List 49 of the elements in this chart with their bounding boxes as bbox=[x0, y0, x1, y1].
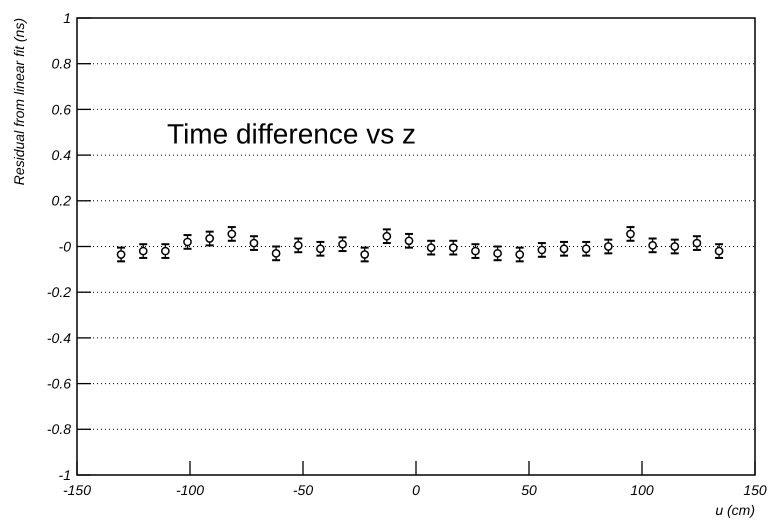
y-tick-label: 1 bbox=[63, 10, 71, 26]
y-axis-title: Residual from linear fit (ns) bbox=[11, 18, 27, 186]
point bbox=[493, 249, 502, 258]
point bbox=[183, 238, 192, 246]
y-tick-label: 0.8 bbox=[52, 56, 72, 72]
point bbox=[382, 232, 392, 241]
text: Time difference vs z bbox=[167, 118, 416, 150]
point bbox=[692, 238, 702, 248]
point bbox=[272, 249, 280, 258]
x-tick-label: -50 bbox=[292, 482, 314, 498]
point bbox=[648, 241, 657, 250]
point bbox=[426, 243, 436, 252]
x-tick-label: 0 bbox=[412, 482, 420, 498]
x-axis-title: u (cm) bbox=[715, 502, 755, 518]
y-tick-label: -0.2 bbox=[46, 284, 72, 300]
y-tick-label: -1 bbox=[58, 466, 71, 483]
point bbox=[116, 250, 126, 259]
point bbox=[227, 230, 236, 238]
point bbox=[360, 250, 370, 259]
point bbox=[404, 236, 414, 246]
point bbox=[582, 244, 591, 254]
point bbox=[515, 250, 524, 259]
y-tick-label: -0.4 bbox=[46, 330, 72, 346]
point bbox=[294, 241, 303, 250]
y-tick-label: -0 bbox=[58, 238, 72, 254]
point bbox=[250, 238, 258, 248]
point bbox=[626, 230, 635, 238]
point bbox=[714, 246, 724, 256]
x-tick-label: -150 bbox=[62, 482, 92, 498]
point bbox=[448, 243, 458, 252]
x-tick-label: 150 bbox=[743, 482, 767, 498]
point bbox=[538, 246, 546, 254]
point bbox=[471, 246, 480, 256]
x-tick-label: -100 bbox=[176, 482, 204, 498]
point bbox=[161, 246, 170, 256]
point bbox=[604, 242, 613, 251]
point bbox=[205, 234, 214, 243]
y-tick-label: 0.4 bbox=[52, 147, 72, 163]
y-tick-label: 0.2 bbox=[52, 192, 72, 209]
y-tick-label: 0.6 bbox=[52, 101, 72, 118]
point bbox=[670, 242, 680, 251]
y-tick-label: -0.6 bbox=[46, 376, 72, 392]
point bbox=[338, 240, 347, 249]
point bbox=[138, 246, 148, 256]
point bbox=[560, 244, 568, 254]
x-tick-label: 100 bbox=[630, 482, 654, 498]
x-tick-label: 50 bbox=[521, 482, 537, 498]
y-tick-label: -0.8 bbox=[46, 421, 72, 438]
point bbox=[316, 244, 325, 254]
